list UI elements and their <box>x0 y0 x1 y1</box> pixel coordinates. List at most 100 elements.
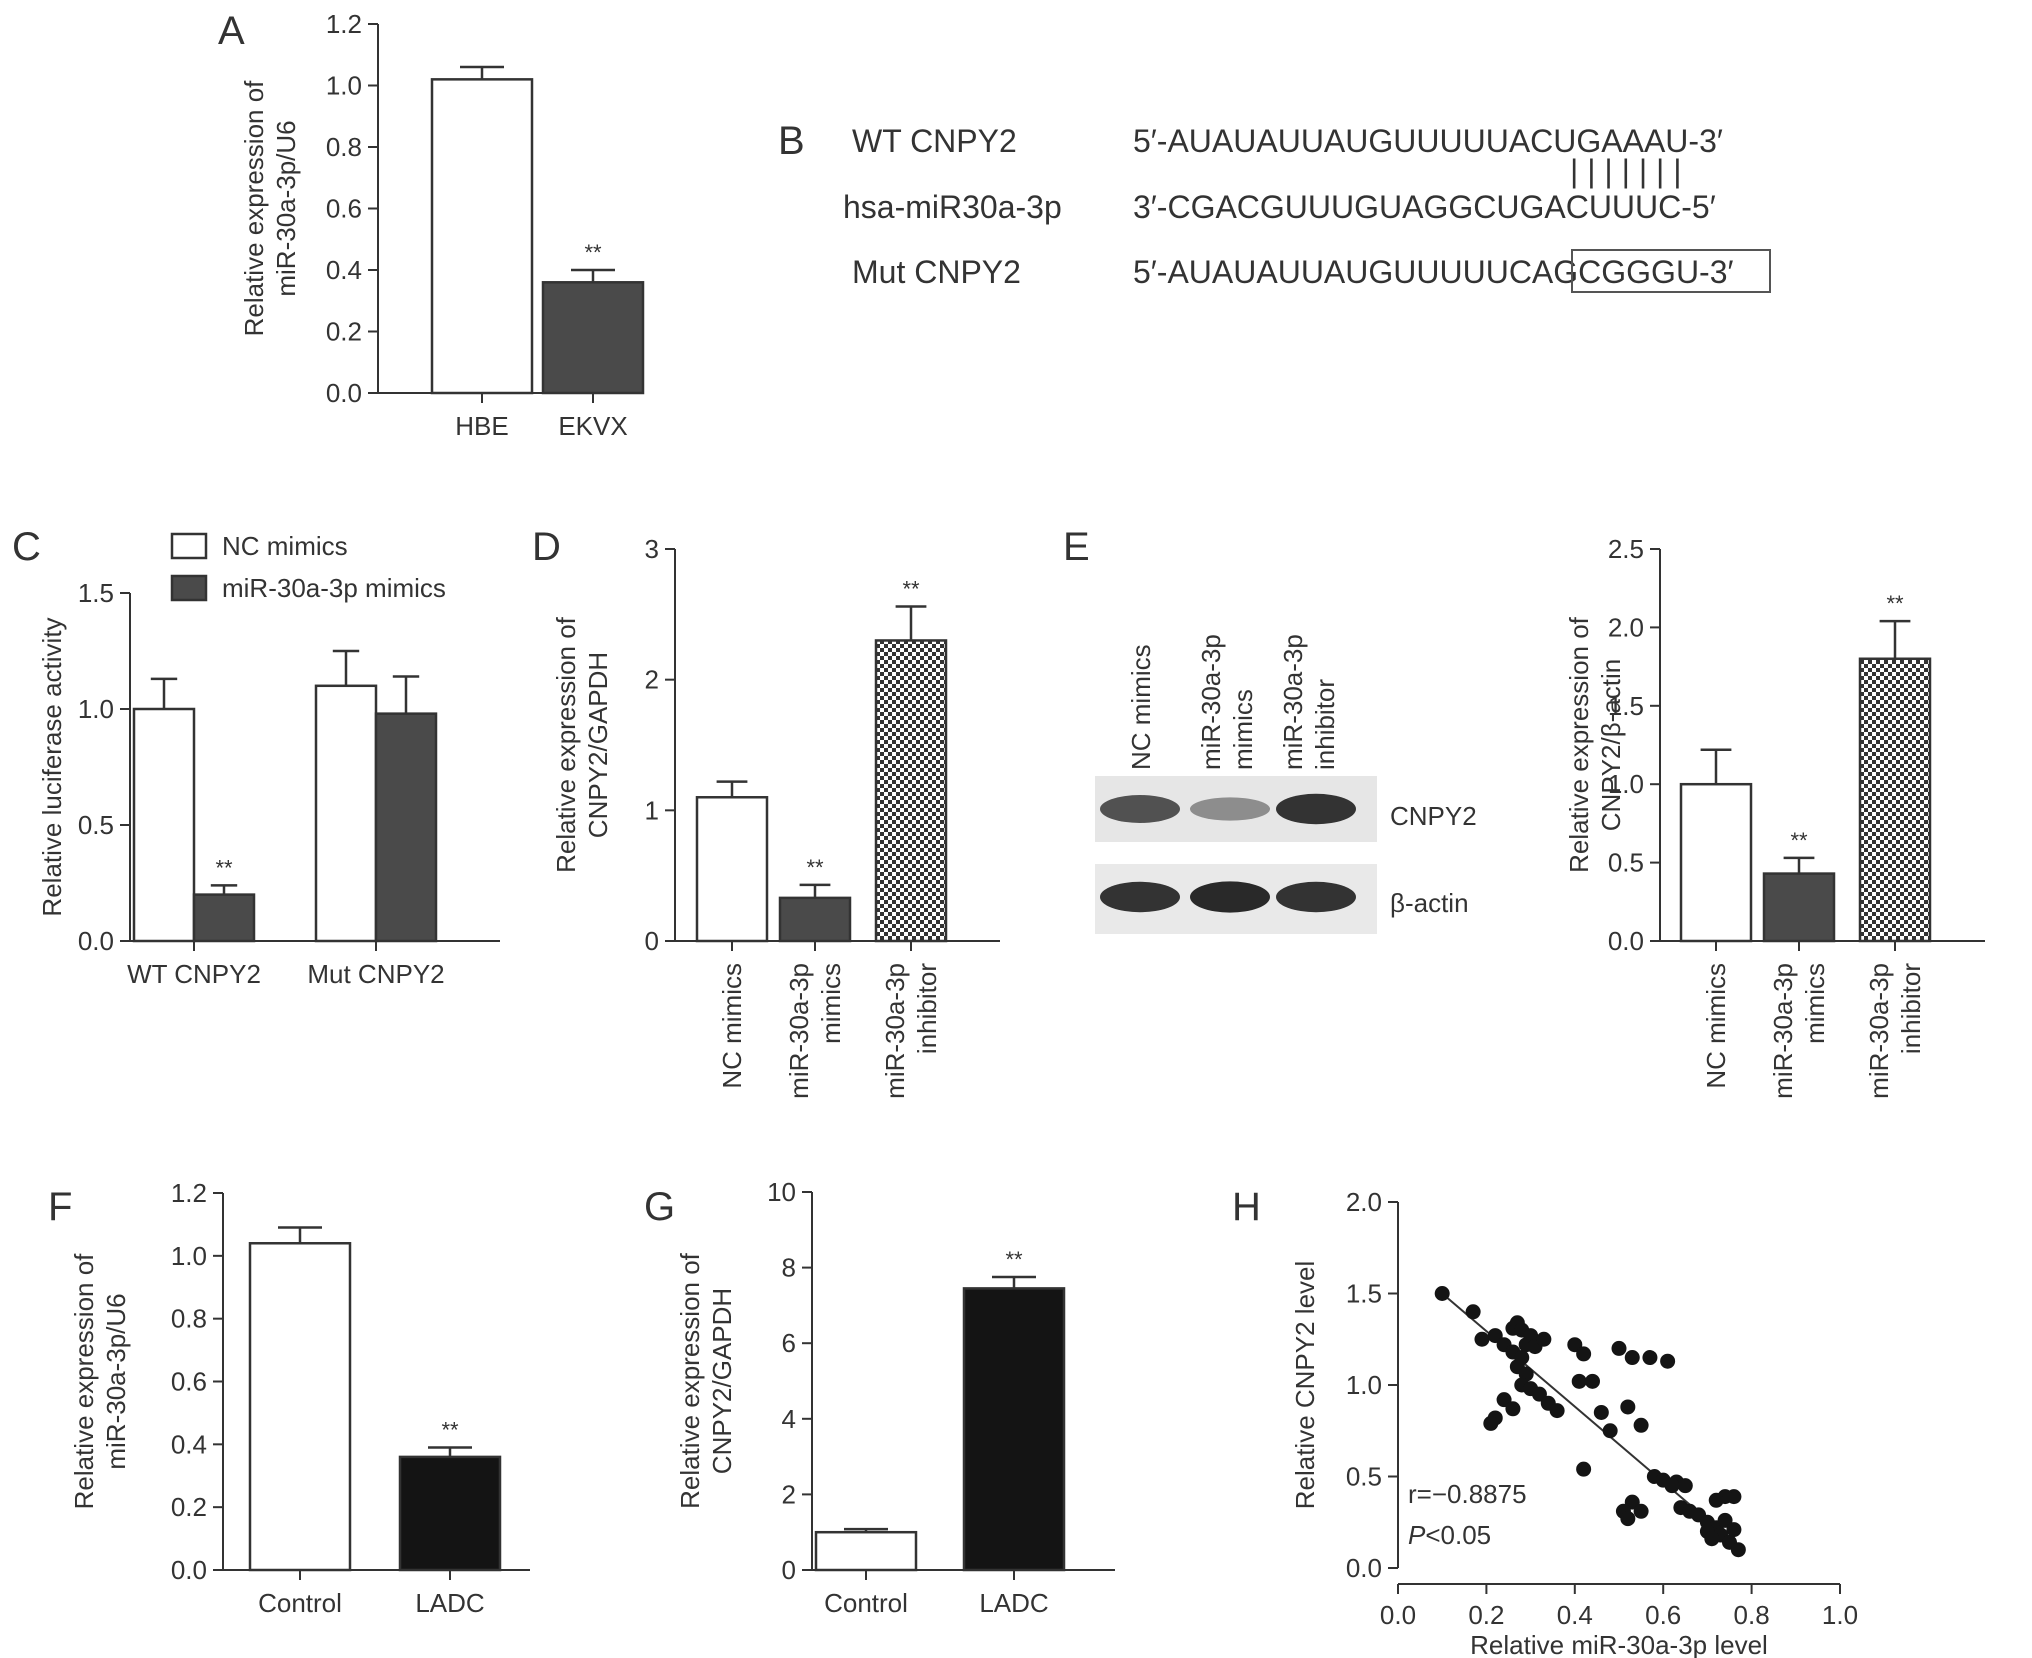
y-axis-label: Relative expression of miR-30a-3p/U6 <box>239 80 301 337</box>
significance-mark: ** <box>215 855 233 880</box>
significance-mark: ** <box>441 1417 459 1442</box>
scatter-point <box>1483 1415 1499 1431</box>
legend-swatch <box>170 574 208 602</box>
scatter-point <box>1726 1522 1742 1538</box>
x-tick-label: 0.4 <box>1557 1600 1593 1630</box>
y-tick-label: 0.6 <box>171 1367 207 1397</box>
bar <box>874 639 948 943</box>
x-tick-label-line: miR-30a-3p <box>784 963 814 1099</box>
scatter-point <box>1434 1286 1450 1301</box>
x-tick-label: HBE <box>455 411 508 441</box>
bar <box>778 896 852 943</box>
y-tick-label: 0.2 <box>171 1492 207 1522</box>
x-tick-label: miR-30a-3p inhibitor <box>1864 963 1926 1099</box>
x-tick-label: NC mimics <box>1701 963 1731 1089</box>
legend-label: miR-30a-3p mimics <box>222 573 446 603</box>
y-axis-label: Relative luciferase activity <box>37 617 67 916</box>
x-tick-label: 1.0 <box>1822 1600 1858 1630</box>
y-tick-label: 0.8 <box>171 1304 207 1334</box>
pairing-marks: | | | | | | | <box>1570 153 1682 189</box>
scatter-point <box>1660 1353 1676 1369</box>
y-tick-label: 1.2 <box>171 1178 207 1208</box>
svg-text:inhibitor: inhibitor <box>1310 679 1340 770</box>
panel-label: D <box>532 525 561 569</box>
y-axis-label-line: Relative expression of <box>1564 616 1594 873</box>
band-label-cnpy2: CNPY2 <box>1390 801 1477 831</box>
x-tick-label: Control <box>258 1588 342 1618</box>
y-axis-label-line: CNPY2/GAPDH <box>583 652 613 838</box>
bar <box>192 893 256 943</box>
scatter-point <box>1536 1331 1552 1347</box>
blot-band <box>1100 795 1180 823</box>
wt-cnpy2-sequence: 5′-AUAUAUUAUGUUUUUACUGAAAU-3′ <box>1133 123 1723 159</box>
bar <box>132 707 196 943</box>
scatter-point <box>1642 1350 1658 1366</box>
blot-lane-label: miR-30a-3p mimics <box>1196 634 1258 770</box>
chart-panel-g: G 0 2 4 6 8 10 Relative expression of CNPY2/GAPD… <box>644 1177 1115 1618</box>
y-axis-label-line: CNPY2/β-actin <box>1596 659 1626 831</box>
legend-swatch <box>170 532 208 560</box>
y-tick-label: 1.0 <box>171 1241 207 1271</box>
y-tick-label: 0 <box>782 1555 796 1585</box>
y-tick-label: 1.5 <box>78 578 114 608</box>
panel-e-blot: NC mimics miR-30a-3p mimics miR-30a-3p i… <box>1095 634 1477 934</box>
y-tick-label: 0.4 <box>171 1429 207 1459</box>
panel-b: B WT CNPY2 5′-AUAUAUUAUGUUUUUACUGAAAU-3′… <box>778 119 1771 293</box>
scatter-point <box>1620 1511 1636 1527</box>
blot-band <box>1100 881 1180 913</box>
bar <box>962 1287 1066 1572</box>
scatter-point <box>1576 1461 1592 1477</box>
scatter-point <box>1664 1478 1680 1494</box>
y-tick-label: 8 <box>782 1253 796 1283</box>
blot-lane-label: NC mimics <box>1126 644 1156 770</box>
scatter-point <box>1730 1542 1746 1558</box>
blot-band <box>1190 881 1270 913</box>
scatter-point <box>1505 1401 1521 1417</box>
y-axis-label-line: Relative expression of <box>675 1252 705 1509</box>
y-tick-label: 1.0 <box>326 71 362 101</box>
x-tick-label: LADC <box>979 1588 1048 1618</box>
y-tick-label: 0.0 <box>78 926 114 956</box>
panel-label-b: B <box>778 119 805 163</box>
chart-panel-f: F 0.0 0.2 0.4 0.6 0.8 1.0 1.2 Relative expressio… <box>48 1178 530 1618</box>
chart-panel-h: H 0.0 0.5 1.0 1.5 2.0 0.0 0.2 0.4 0.6 0.8 1.0 Relati… <box>1232 1185 1858 1658</box>
y-axis-label-line: Relative expression of <box>69 1253 99 1510</box>
scatter-point <box>1549 1403 1565 1419</box>
y-axis-label-line: Relative expression of <box>551 616 581 873</box>
y-tick-label: 2.0 <box>1346 1187 1382 1217</box>
scatter-point <box>1704 1531 1720 1547</box>
x-tick-label: 0.6 <box>1645 1600 1681 1630</box>
x-axis-label: Relative miR-30a-3p level <box>1470 1630 1768 1658</box>
y-axis-label: Relative expression of miR-30a-3p/U6 <box>69 1253 131 1510</box>
y-tick-label: 0.0 <box>171 1555 207 1585</box>
y-tick-label: 4 <box>782 1404 796 1434</box>
y-axis-label: Relative expression of CNPY2/β-actin <box>1564 616 1626 873</box>
x-tick-label: miR-30a-3p inhibitor <box>880 963 942 1099</box>
y-tick-label: 2.5 <box>1608 534 1644 564</box>
significance-mark: ** <box>806 855 824 880</box>
svg-text:miR-30a-3p: miR-30a-3p <box>1278 634 1308 770</box>
scatter-point <box>1677 1478 1693 1494</box>
mut-cnpy2-sequence: 5′-AUAUAUUAUGUUUUUCAGCGGGU-3′ <box>1133 254 1734 290</box>
x-tick-label: Control <box>824 1588 908 1618</box>
x-tick-label: 0.0 <box>1380 1600 1416 1630</box>
y-tick-label: 0.5 <box>1608 848 1644 878</box>
panel-label: C <box>12 525 41 569</box>
bar <box>695 796 769 943</box>
p-value-annotation: P<0.05 <box>1408 1520 1491 1550</box>
bar <box>248 1242 352 1572</box>
y-axis-label-line: Relative CNPY2 level <box>1290 1261 1320 1510</box>
panel-label: F <box>48 1185 72 1229</box>
y-tick-label: 0.0 <box>1608 926 1644 956</box>
y-tick-label: 0.5 <box>1346 1462 1382 1492</box>
x-tick-label-line: miR-30a-3p <box>1768 963 1798 1099</box>
bar <box>1762 872 1836 943</box>
mirna-name: hsa-miR30a-3p <box>843 189 1062 225</box>
scatter-point <box>1602 1423 1618 1439</box>
scatter-point <box>1593 1404 1609 1420</box>
x-tick-label-line: inhibitor <box>912 963 942 1054</box>
mirna-sequence: 3′-CGACGUUUGUAGGCUGACUUUC-5′ <box>1133 189 1716 225</box>
y-tick-label: 2.0 <box>1608 612 1644 642</box>
y-tick-label: 1.5 <box>1608 691 1644 721</box>
